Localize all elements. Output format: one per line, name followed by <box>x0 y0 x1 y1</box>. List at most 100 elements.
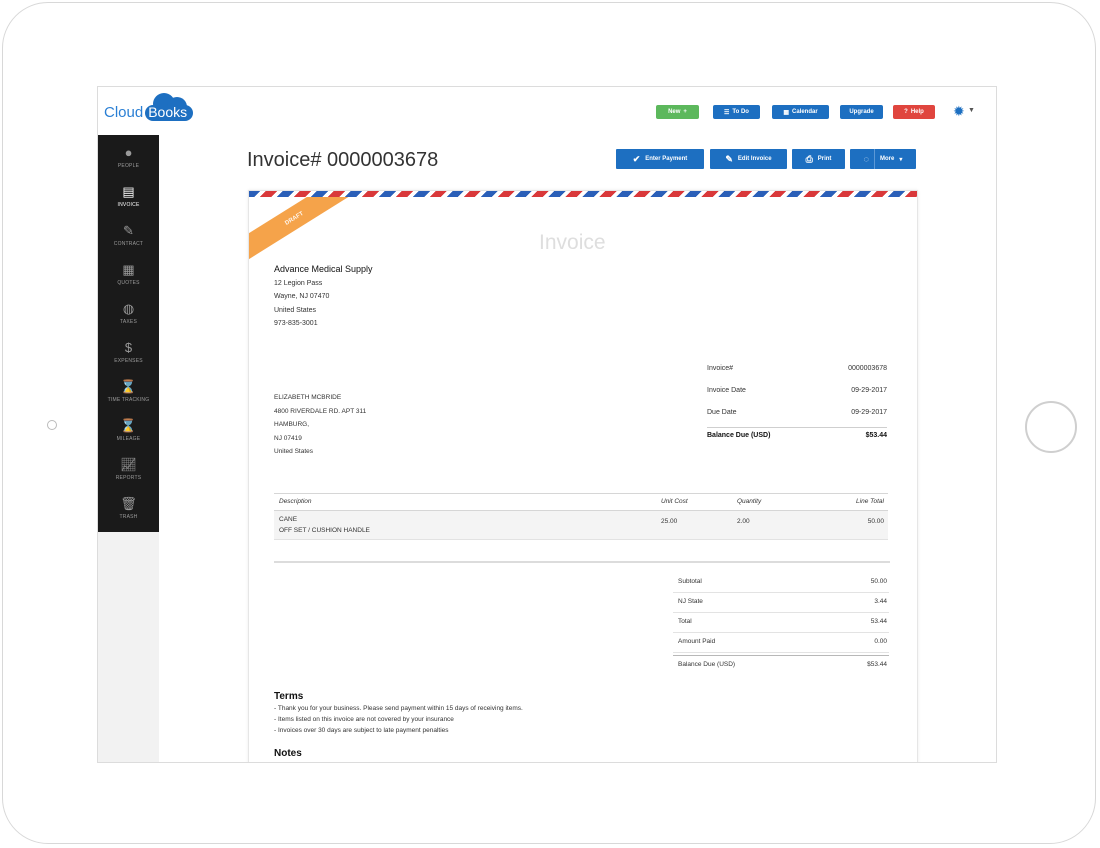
due-date-value: 09-29-2017 <box>851 409 887 416</box>
more-button[interactable]: ◌ More ▾ <box>850 149 916 169</box>
sidebar-item-label: REPORTS <box>115 474 142 481</box>
draft-ribbon-text: DRAFT <box>284 210 305 227</box>
calendar-icon: ▦ <box>783 109 789 116</box>
logo-cloud-text: Books <box>148 104 188 120</box>
hourglass-icon: ⌛ <box>120 417 137 433</box>
sidebar-item-people[interactable]: ● PEOPLE <box>98 138 159 176</box>
printer-icon: ⎙ <box>805 153 813 164</box>
chevron-down-icon[interactable]: ▼ <box>968 107 975 114</box>
invoice-date-value: 09-29-2017 <box>851 387 887 394</box>
total-row: Total 53.44 <box>673 613 889 633</box>
amount-paid-label: Amount Paid <box>678 638 716 645</box>
todo-label: To Do <box>732 109 749 115</box>
sender-phone: 973-835-3001 <box>274 320 318 327</box>
sidebar-item-label: TRASH <box>119 513 138 520</box>
upgrade-label: Upgrade <box>849 109 874 115</box>
sender-address: Advance Medical Supply 12 Legion Pass Wa… <box>274 263 373 331</box>
sender-name: Advance Medical Supply <box>274 264 373 274</box>
sidebar-background <box>98 532 159 762</box>
totals-table: Subtotal 50.00 NJ State 3.44 Total 53.44… <box>673 573 889 675</box>
subtotal-value: 50.00 <box>870 578 887 585</box>
invoice-date-row: Invoice Date 09-29-2017 <box>707 383 887 405</box>
terms-line: - Thank you for your business. Please se… <box>274 705 523 712</box>
sidebar-item-label: EXPENSES <box>114 357 143 364</box>
sidebar-item-time-tracking[interactable]: ⌛ TIME TRACKING <box>98 372 159 410</box>
sidebar-item-quotes[interactable]: ▦ QUOTES <box>98 255 159 293</box>
home-button[interactable] <box>1025 401 1077 453</box>
invoice-number-label: Invoice# <box>707 365 734 372</box>
help-icon: ? <box>904 109 908 115</box>
invoice-meta: Invoice# 0000003678 Invoice Date 09-29-2… <box>707 361 887 450</box>
sidebar-item-label: MILEAGE <box>116 435 141 442</box>
sidebar-item-reports[interactable]: 📈︎ REPORTS <box>98 450 159 488</box>
sender-street: 12 Legion Pass <box>274 279 323 287</box>
balance-due-total-label: Balance Due (USD) <box>678 661 736 668</box>
globe-icon: ◍ <box>122 300 135 316</box>
top-bar: Cloud Books New + ☰ To Do ▦ Calendar Upg… <box>98 87 996 135</box>
gear-icon[interactable]: ✹ <box>953 103 965 119</box>
recipient-street: 4800 RIVERDALE RD. APT 311 <box>274 407 367 415</box>
draft-ribbon: DRAFT <box>249 197 349 267</box>
invoice-heading: Invoice <box>539 231 606 254</box>
new-button[interactable]: New + <box>656 105 699 119</box>
calendar-button[interactable]: ▦ Calendar <box>772 105 829 119</box>
help-label: Help <box>910 109 924 115</box>
due-date-label: Due Date <box>707 409 737 416</box>
print-button[interactable]: ⎙ Print <box>792 149 845 169</box>
balance-due-row: Balance Due (USD) $53.44 <box>707 427 887 450</box>
help-button[interactable]: ? Help <box>893 105 935 119</box>
item-name: CANE <box>279 516 298 523</box>
subtotal-row: Subtotal 50.00 <box>673 573 889 593</box>
hourglass-icon: ⌛ <box>120 378 137 394</box>
person-icon: ● <box>124 144 133 160</box>
logo-text: Cloud <box>104 103 144 121</box>
todo-button[interactable]: ☰ To Do <box>713 105 760 119</box>
check-icon: ✔ <box>632 153 641 164</box>
sidebar-item-taxes[interactable]: ◍ TAXES <box>98 294 159 332</box>
item-quantity: 2.00 <box>737 518 750 525</box>
page-title: Invoice# 0000003678 <box>247 149 439 171</box>
more-label: More <box>880 156 895 162</box>
upgrade-button[interactable]: Upgrade <box>840 105 883 119</box>
terms-line: - Invoices over 30 days are subject to l… <box>274 727 449 734</box>
column-unit-cost: Unit Cost <box>661 498 688 505</box>
more-icon: ◌ <box>863 154 869 164</box>
sender-country: United States <box>274 306 317 314</box>
invoice-date-label: Invoice Date <box>707 387 746 394</box>
terms-line: - Items listed on this invoice are not c… <box>274 716 454 723</box>
sidebar: ● PEOPLE ▤ INVOICE ✎ CONTRACT ▦ QUOTES ◍… <box>98 135 159 532</box>
app-logo[interactable]: Cloud Books <box>104 93 194 123</box>
recipient-state: NJ 07419 <box>274 434 302 442</box>
sidebar-item-invoice[interactable]: ▤ INVOICE <box>98 177 159 215</box>
sidebar-item-mileage[interactable]: ⌛ MILEAGE <box>98 411 159 449</box>
table-header: Description Unit Cost Quantity Line Tota… <box>274 493 888 511</box>
sidebar-item-trash[interactable]: 🗑︎ TRASH <box>98 489 159 527</box>
sidebar-item-expenses[interactable]: $ EXPENSES <box>98 333 159 371</box>
tax-label: NJ State <box>678 598 703 605</box>
sidebar-item-label: TIME TRACKING <box>107 396 150 403</box>
item-unit-cost: 25.00 <box>661 518 678 525</box>
enter-payment-button[interactable]: ✔ Enter Payment <box>616 149 704 169</box>
recipient-city: HAMBURG, <box>274 421 310 428</box>
item-line-total: 50.00 <box>867 518 884 525</box>
new-label: New <box>668 109 681 115</box>
invoice-number-row: Invoice# 0000003678 <box>707 361 887 383</box>
print-label: Print <box>817 156 832 162</box>
document-icon: ▤ <box>122 183 135 199</box>
amount-paid-value: 0.00 <box>874 638 887 645</box>
invoice-document: DRAFT Invoice Advance Medical Supply 12 … <box>248 190 918 762</box>
trash-icon: 🗑︎ <box>120 495 137 511</box>
sidebar-item-label: QUOTES <box>117 279 140 286</box>
column-description: Description <box>279 498 312 505</box>
sidebar-item-contract[interactable]: ✎ CONTRACT <box>98 216 159 254</box>
tax-row: NJ State 3.44 <box>673 593 889 613</box>
sidebar-item-label: TAXES <box>119 318 138 325</box>
balance-due-total-row: Balance Due (USD) $53.44 <box>673 655 889 675</box>
app-screen: Cloud Books New + ☰ To Do ▦ Calendar Upg… <box>97 86 997 763</box>
item-detail: OFF SET / CUSHION HANDLE <box>279 527 370 534</box>
column-quantity: Quantity <box>737 498 762 505</box>
edit-invoice-button[interactable]: ✎ Edit Invoice <box>710 149 787 169</box>
sender-city: Wayne, NJ 07470 <box>274 293 330 300</box>
pen-icon: ✎ <box>123 222 134 238</box>
recipient-address: ELIZABETH MCBRIDE 4800 RIVERDALE RD. APT… <box>274 391 366 459</box>
